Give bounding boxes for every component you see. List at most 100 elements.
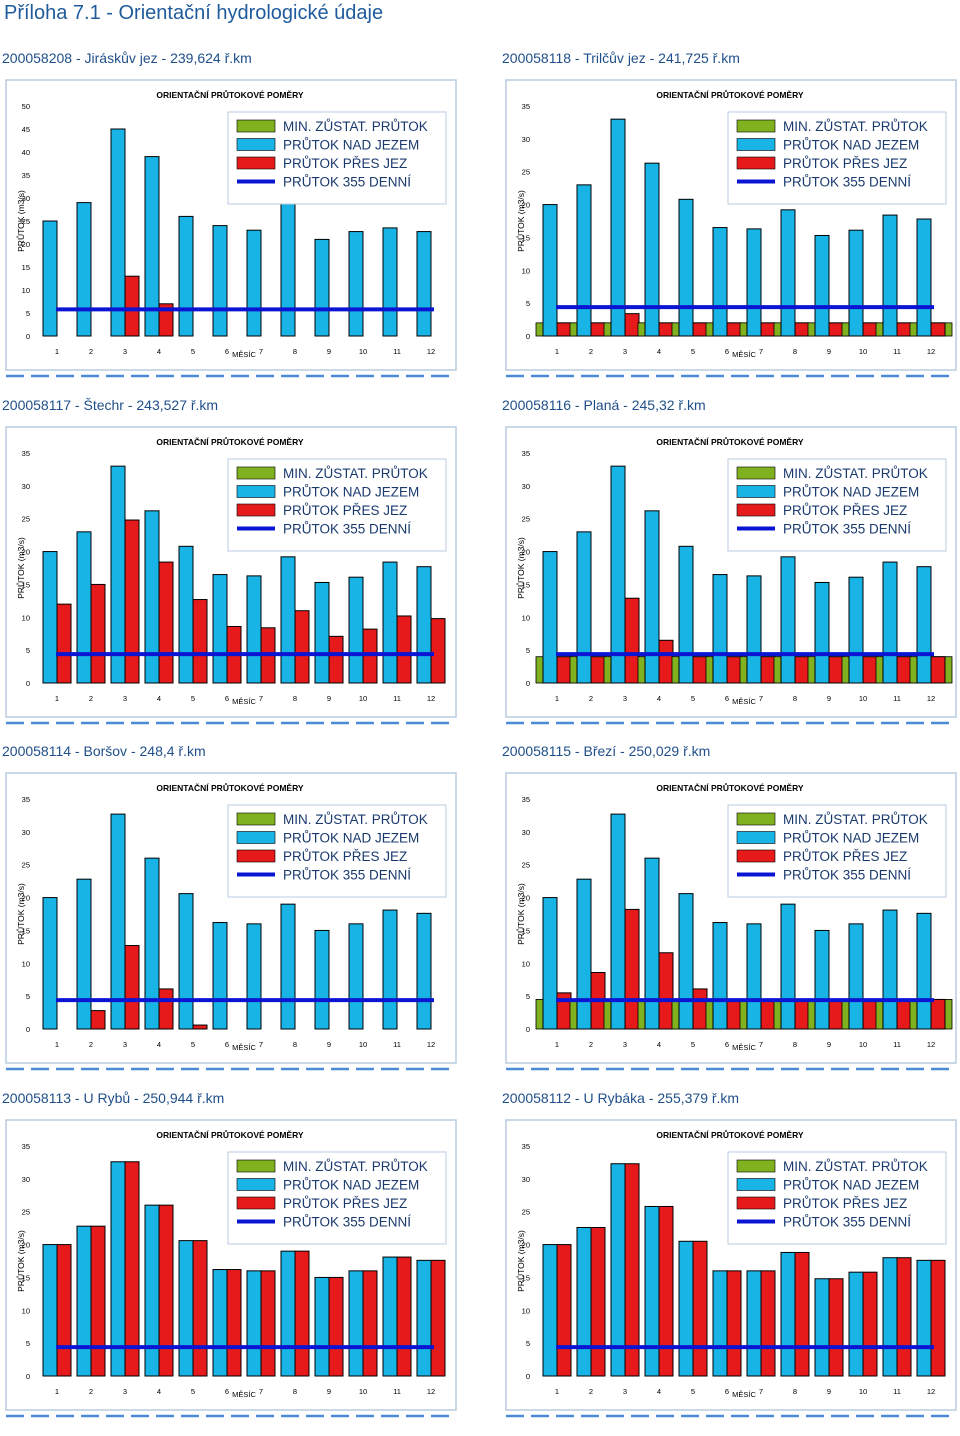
bar-nad-jezem — [882, 909, 898, 1030]
y-tick-label: 15 — [22, 1273, 30, 1282]
legend-swatch-min-zust — [236, 119, 276, 133]
legend-label: PRŮTOK PŘES JEZ — [783, 156, 907, 171]
x-tick-label: 11 — [893, 694, 901, 703]
y-tick-label: 10 — [522, 266, 530, 275]
y-tick-label: 30 — [22, 482, 30, 491]
x-tick-label: 8 — [793, 694, 797, 703]
bar-pres-jez — [896, 1257, 912, 1377]
chart-subtitle: ORIENTAČNÍ PRŮTOKOVÉ POMĚRY — [156, 89, 304, 100]
bar-nad-jezem — [76, 1225, 92, 1377]
bar-nad-jezem — [678, 198, 694, 337]
legend-label: PRŮTOK 355 DENNÍ — [783, 868, 911, 883]
bar-nad-jezem — [314, 1276, 330, 1377]
bar-pres-jez — [124, 1161, 140, 1377]
legend-swatch-pres-jez — [736, 849, 776, 863]
legend-label: PRŮTOK PŘES JEZ — [283, 156, 407, 171]
legend-swatch-pres-jez — [236, 1196, 276, 1210]
legend-swatch-min-zust — [736, 812, 776, 826]
x-tick-label: 4 — [157, 347, 161, 356]
x-tick-label: 3 — [623, 694, 627, 703]
x-tick-label: 7 — [259, 694, 263, 703]
y-tick-label: 15 — [22, 926, 30, 935]
legend-label: PRŮTOK PŘES JEZ — [283, 503, 407, 518]
y-tick-label: 0 — [26, 332, 30, 341]
bar-nad-jezem — [542, 551, 558, 684]
bar-nad-jezem — [144, 510, 160, 684]
x-tick-label: 5 — [191, 1040, 195, 1049]
bar-nad-jezem — [76, 531, 92, 684]
x-tick-label: 12 — [427, 694, 435, 703]
legend: MIN. ZŮSTAT. PRŮTOK PRŮTOK NAD JEZEM PRŮTO… — [227, 111, 447, 205]
x-tick-label: 10 — [859, 694, 867, 703]
bar-pres-jez — [862, 656, 878, 684]
bar-nad-jezem — [416, 231, 432, 337]
bar-pres-jez — [896, 656, 912, 684]
y-tick-label: 30 — [522, 482, 530, 491]
y-tick-label: 10 — [522, 959, 530, 968]
bar-pres-jez — [828, 656, 844, 684]
chart-panel: 200058117 - Štechr - 243,527 ř.km ORIENT… — [0, 397, 460, 743]
y-tick-label: 25 — [522, 168, 530, 177]
y-axis-label: PRŮTOK (m3/s) — [515, 190, 526, 252]
bar-nad-jezem — [610, 813, 626, 1030]
legend-swatch-min-zust — [736, 1159, 776, 1173]
bar-nad-jezem — [382, 1256, 398, 1377]
flow-chart: ORIENTAČNÍ PRŮTOKOVÉ POMĚRY0510152025303… — [5, 772, 457, 1071]
x-tick-label: 3 — [123, 1387, 127, 1396]
bar-pres-jez — [430, 618, 446, 684]
bar-nad-jezem — [576, 184, 592, 337]
bar-pres-jez — [90, 1225, 106, 1377]
bar-pres-jez — [158, 303, 174, 337]
bar-nad-jezem — [916, 218, 932, 337]
bar-nad-jezem — [814, 581, 830, 684]
bar-nad-jezem — [882, 1257, 898, 1377]
legend-label: PRŮTOK NAD JEZEM — [283, 138, 419, 153]
bar-nad-jezem — [348, 231, 364, 337]
x-axis-label: MĚSÍC — [732, 350, 756, 359]
bar-nad-jezem — [576, 1226, 592, 1377]
legend-label: MIN. ZŮSTAT. PRŮTOK — [783, 466, 928, 481]
x-tick-label: 2 — [89, 1387, 93, 1396]
x-tick-label: 2 — [589, 694, 593, 703]
y-tick-label: 0 — [526, 1372, 530, 1381]
x-tick-label: 4 — [657, 1387, 661, 1396]
x-tick-label: 11 — [393, 1387, 401, 1396]
chart-frame — [505, 426, 957, 718]
y-tick-label: 5 — [526, 1339, 530, 1348]
y-tick-label: 15 — [522, 233, 530, 242]
bar-nad-jezem — [246, 1270, 262, 1377]
y-tick-label: 20 — [22, 548, 30, 557]
bar-pres-jez — [158, 1204, 174, 1377]
page-title: Příloha 7.1 - Orientační hydrologické úd… — [4, 2, 384, 24]
y-tick-label: 30 — [22, 1175, 30, 1184]
x-tick-label: 8 — [293, 347, 297, 356]
y-tick-label: 5 — [526, 299, 530, 308]
station-title: 200058113 - U Rybů - 250,944 ř.km — [2, 1090, 225, 1106]
bar-pres-jez — [192, 1024, 208, 1030]
bar-pres-jez — [862, 1271, 878, 1377]
x-tick-label: 10 — [359, 347, 367, 356]
bar-pres-jez — [760, 1270, 776, 1377]
bar-pres-jez — [658, 639, 674, 684]
legend-swatch-nad-jezem — [736, 485, 776, 498]
bar-nad-jezem — [110, 1161, 126, 1377]
x-tick-label: 1 — [555, 694, 559, 703]
y-tick-label: 10 — [522, 1306, 530, 1315]
y-tick-label: 20 — [522, 548, 530, 557]
flow-chart: ORIENTAČNÍ PRŮTOKOVÉ POMĚRY0510152025303… — [505, 772, 957, 1071]
bar-pres-jez — [794, 656, 810, 684]
bar-nad-jezem — [178, 1240, 194, 1377]
x-tick-label: 7 — [259, 1387, 263, 1396]
x-tick-label: 6 — [225, 1387, 229, 1396]
y-tick-label: 25 — [522, 515, 530, 524]
legend: MIN. ZŮSTAT. PRŮTOK PRŮTOK NAD JEZEM PRŮTO… — [227, 1151, 447, 1245]
x-tick-label: 1 — [555, 1387, 559, 1396]
bar-pres-jez — [56, 1244, 72, 1377]
x-tick-label: 10 — [359, 1387, 367, 1396]
x-tick-label: 6 — [725, 347, 729, 356]
y-tick-label: 10 — [522, 613, 530, 622]
y-tick-label: 5 — [26, 646, 30, 655]
x-tick-label: 12 — [427, 1040, 435, 1049]
bar-pres-jez — [828, 998, 844, 1030]
bar-nad-jezem — [712, 574, 728, 684]
